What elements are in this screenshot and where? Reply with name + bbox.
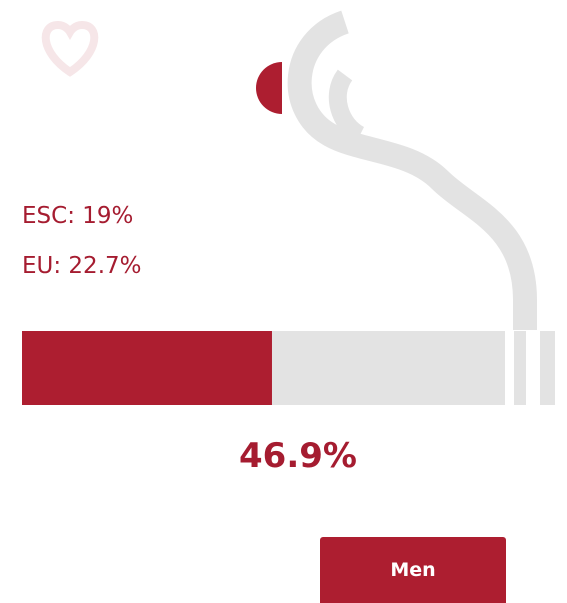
bar-fill <box>22 331 272 405</box>
heart-icon <box>41 20 99 77</box>
smoke <box>328 69 365 144</box>
eu-stat: EU: 22.7% <box>22 253 142 279</box>
cigarette-end <box>540 331 555 405</box>
ember <box>256 62 282 114</box>
bar-value-label: 46.9% <box>239 436 357 476</box>
cigarette-end <box>514 331 526 405</box>
smoke <box>287 10 537 330</box>
men-button[interactable]: Men <box>320 537 506 603</box>
esc-stat: ESC: 19% <box>22 203 134 229</box>
